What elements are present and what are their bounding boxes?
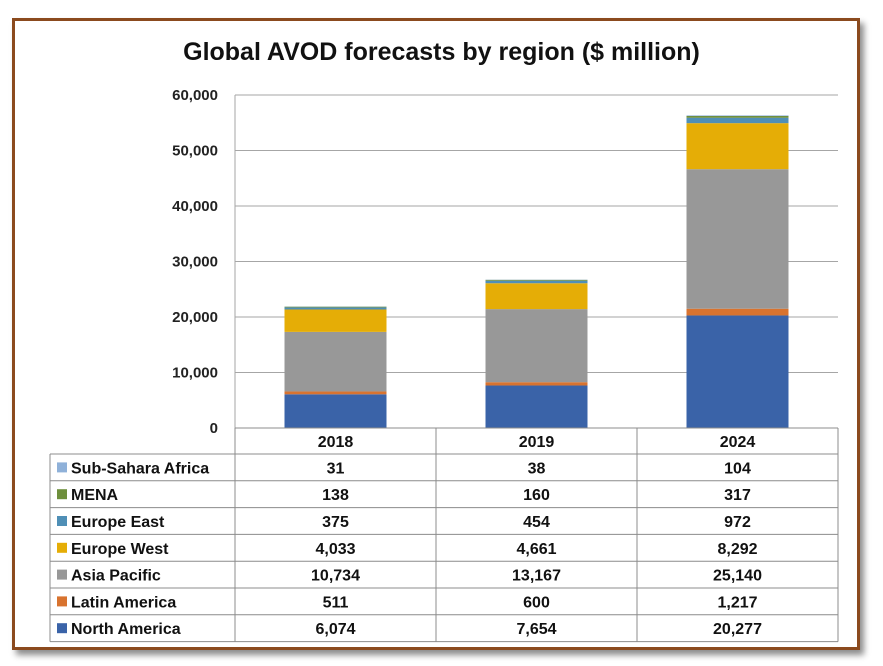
bar-segment [485, 385, 588, 428]
table-cell-value: 1,217 [717, 594, 757, 611]
legend-label: Europe West [71, 541, 169, 558]
chart-title: Global AVOD forecasts by region ($ milli… [183, 38, 700, 66]
table-cell-value: 972 [724, 514, 751, 531]
legend-label: MENA [71, 487, 119, 504]
y-tick-label: 40,000 [172, 198, 218, 215]
bar-segment [686, 308, 789, 316]
legend-label: Latin America [71, 594, 176, 611]
table-cell-value: 20,277 [713, 621, 762, 638]
bar-segment [686, 123, 789, 170]
table-cell-value: 31 [327, 460, 345, 477]
y-tick-label: 20,000 [172, 309, 218, 326]
table-cell-value: 375 [322, 514, 349, 531]
table-cell-value: 6,074 [315, 621, 355, 638]
bar-segment [686, 169, 789, 309]
table-cell-value: 4,661 [516, 541, 556, 558]
bar-segment [284, 306, 387, 308]
bar-segment [485, 283, 588, 310]
bar-segment [686, 116, 789, 118]
table-cell-value: 104 [724, 460, 751, 477]
legend-label: Europe East [71, 514, 165, 531]
legend-label: Sub-Sahara Africa [71, 460, 209, 477]
legend-swatch [57, 489, 67, 500]
bar-segment [284, 391, 387, 395]
y-tick-label: 60,000 [172, 87, 218, 104]
table-cell-value: 138 [322, 487, 349, 504]
bar-segment [284, 394, 387, 428]
y-tick-label: 50,000 [172, 143, 218, 160]
table-cell-value: 38 [528, 460, 546, 477]
table-cell-value: 160 [523, 487, 550, 504]
bar-segment [686, 115, 789, 117]
table-cell-value: 7,654 [516, 621, 556, 638]
bar-segment [284, 309, 387, 332]
table-cell-value: 4,033 [315, 541, 355, 558]
table-cell-value: 25,140 [713, 568, 762, 585]
bar-segment [284, 307, 387, 310]
bar-segment [485, 279, 588, 281]
table-cell-value: 8,292 [717, 541, 757, 558]
bar-segment [284, 331, 387, 392]
bar-segment [485, 280, 588, 284]
y-tick-label: 10,000 [172, 365, 218, 382]
bar-segment [686, 315, 789, 428]
bar-segment [485, 309, 588, 383]
legend-swatch [57, 542, 67, 553]
table-cell-value: 600 [523, 594, 550, 611]
legend-swatch [57, 516, 67, 526]
table-cell-value: 454 [523, 514, 550, 531]
legend-swatch [57, 569, 67, 580]
table-cell-value: 511 [323, 594, 349, 611]
x-tick-label: 2019 [519, 434, 555, 451]
y-tick-label: 30,000 [172, 254, 218, 271]
legend-swatch [57, 462, 67, 473]
y-tick-label: 0 [210, 420, 218, 437]
table-cell-value: 10,734 [311, 568, 360, 585]
legend-label: North America [71, 621, 181, 638]
x-tick-label: 2018 [318, 434, 354, 451]
legend-label: Asia Pacific [71, 568, 161, 585]
legend-swatch [57, 596, 67, 607]
table-cell-value: 317 [724, 487, 751, 504]
bar-segment [686, 117, 789, 124]
bar-segment [485, 382, 588, 386]
x-tick-label: 2024 [720, 434, 756, 451]
table-cell-value: 13,167 [512, 568, 561, 585]
legend-swatch [57, 623, 67, 634]
